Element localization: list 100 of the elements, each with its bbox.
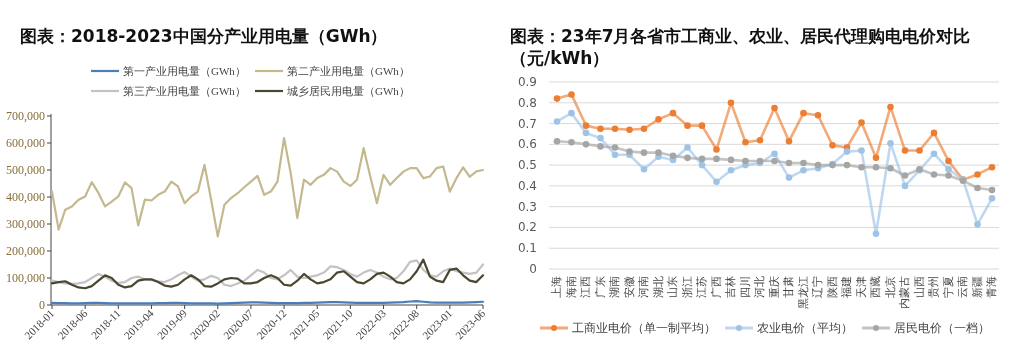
point [901, 147, 909, 154]
point [988, 163, 996, 171]
point [771, 150, 778, 157]
point [713, 178, 720, 186]
point [800, 109, 807, 117]
point [669, 109, 677, 117]
point [568, 109, 575, 117]
point [814, 111, 822, 119]
point [684, 144, 691, 151]
x-tick-label: 黑龙江 [796, 276, 810, 309]
point [698, 161, 706, 169]
x-tick-label: 陕西 [825, 276, 839, 298]
point [597, 125, 604, 133]
y-tick-label: 0 [39, 298, 45, 312]
point [843, 148, 851, 155]
legend-label: 第二产业用电量（GWh） [287, 65, 410, 77]
point [640, 149, 648, 156]
point [640, 165, 648, 173]
y-tick-label: 0.3 [517, 199, 537, 214]
point [553, 95, 561, 102]
point [568, 138, 575, 146]
point [626, 126, 633, 134]
point [771, 157, 778, 165]
point [901, 182, 909, 190]
legend-label: 城乡居民用电量（GWh） [286, 85, 410, 97]
point [785, 174, 793, 181]
point [988, 195, 996, 202]
point [582, 122, 590, 129]
point [858, 147, 865, 154]
point [887, 164, 894, 172]
x-tick-label: 四川 [738, 276, 752, 298]
point [597, 134, 604, 142]
point [872, 230, 880, 237]
x-tick-label: 上海 [550, 276, 563, 298]
point [872, 163, 880, 171]
point [785, 159, 793, 167]
point [698, 155, 706, 163]
point [713, 146, 720, 153]
x-tick-label: 新疆 [970, 276, 984, 298]
point [974, 171, 981, 178]
point [843, 161, 851, 169]
y-tick-label: 0.5 [517, 158, 537, 173]
x-tick-label: 河南 [637, 276, 650, 298]
point [742, 157, 749, 165]
x-tick-label: 安徽 [622, 276, 636, 298]
x-tick-label: 湖北 [651, 276, 665, 298]
point [742, 138, 749, 146]
point [858, 119, 865, 126]
point [887, 139, 894, 147]
legend-label: 农业电价（平均） [757, 321, 853, 335]
point [872, 154, 880, 162]
point [611, 144, 619, 151]
point [901, 172, 909, 179]
point [553, 137, 561, 145]
point [727, 167, 735, 174]
x-tick-label: 河北 [753, 276, 766, 298]
chart-title: 图表：23年7月各省市工商业、农业、居民代理购电电价对比（元/kWh） [510, 26, 971, 68]
point [582, 141, 590, 148]
x-tick-label: 湖南 [608, 276, 621, 298]
x-tick-label: 贵州 [927, 276, 940, 298]
chart-title: 图表：2018-2023中国分产业用电量（GWh） [20, 26, 388, 46]
point [858, 163, 865, 171]
point [916, 147, 923, 154]
x-tick-label: 广西 [709, 276, 723, 298]
legend-label: 居民电价（一档） [894, 321, 990, 335]
point [553, 118, 561, 125]
point [930, 171, 938, 178]
x-tick-label: 海南 [564, 276, 578, 298]
x-tick-label: 宁夏 [941, 276, 955, 298]
point [945, 157, 952, 165]
x-tick-label: 内蒙古 [898, 276, 911, 309]
point [756, 136, 764, 144]
point [771, 104, 778, 112]
point [582, 129, 590, 137]
point [945, 165, 952, 173]
x-tick-label: 天津 [854, 276, 868, 298]
point [611, 125, 619, 133]
point [887, 103, 894, 111]
point [611, 151, 619, 159]
x-tick-label: 云南 [956, 276, 969, 298]
x-tick-label: 浙江 [680, 276, 694, 298]
y-tick-label: 500,000 [6, 163, 45, 177]
x-tick-label: 重庆 [767, 276, 781, 298]
point [655, 149, 662, 156]
point [829, 142, 836, 149]
y-tick-label: 0.2 [517, 220, 537, 235]
y-tick-label: 400,000 [6, 190, 45, 204]
x-tick-label: 西藏 [869, 276, 882, 298]
y-tick-label: 200,000 [6, 244, 45, 258]
point [974, 221, 981, 228]
y-tick-label: 0.6 [517, 137, 537, 152]
point [930, 150, 938, 157]
y-tick-label: 0 [529, 262, 537, 276]
y-tick-label: 0.9 [517, 75, 537, 89]
point [655, 116, 662, 123]
y-tick-label: 0.7 [517, 116, 537, 131]
point [800, 167, 807, 174]
point [727, 156, 735, 164]
y-tick-label: 0.1 [517, 241, 537, 256]
point [785, 137, 793, 145]
